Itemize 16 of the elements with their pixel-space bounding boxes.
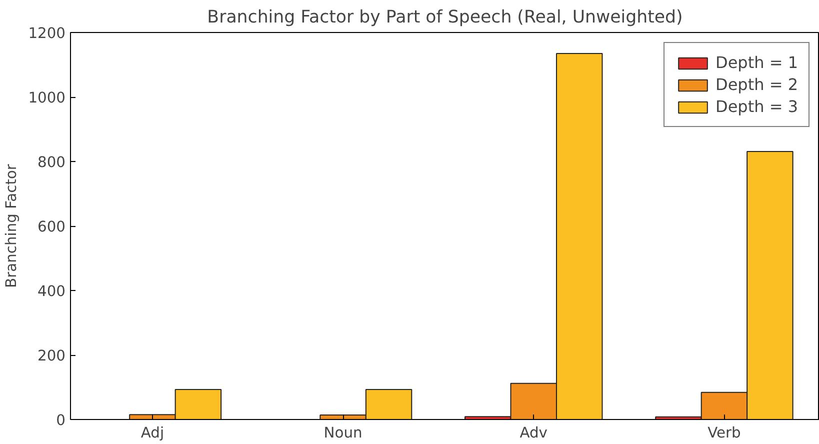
legend-label: Depth = 1 xyxy=(716,53,798,72)
x-tick-label: Adj xyxy=(140,424,164,442)
y-tick-label: 200 xyxy=(38,348,66,364)
legend-label: Depth = 2 xyxy=(716,75,798,94)
x-tick-label: Adv xyxy=(520,424,548,442)
x-tick-label: Noun xyxy=(324,424,362,442)
y-tick-label: 1000 xyxy=(28,90,66,106)
y-tick-label: 800 xyxy=(38,154,66,171)
chart-title: Branching Factor by Part of Speech (Real, Unweighted) xyxy=(207,8,683,28)
x-tick-label: Verb xyxy=(708,424,741,442)
y-tick-label: 0 xyxy=(56,412,66,429)
y-tick-label: 400 xyxy=(38,283,66,300)
y-axis-title: Branching Factor xyxy=(3,163,20,288)
y-tick-label: 1200 xyxy=(28,25,66,42)
y-tick-label: 600 xyxy=(38,218,66,236)
legend-label: Depth = 3 xyxy=(716,97,798,116)
